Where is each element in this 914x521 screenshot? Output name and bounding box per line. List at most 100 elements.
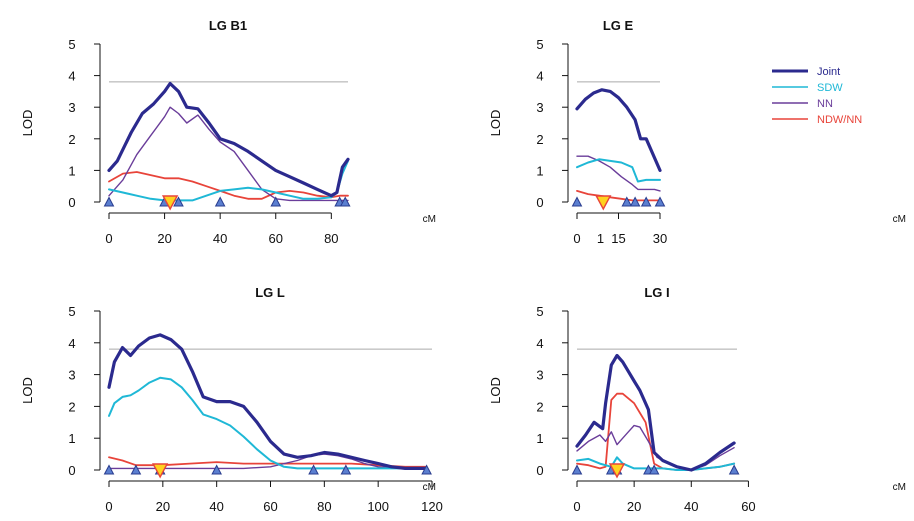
y-tick-label: 4	[68, 69, 75, 84]
y-tick-label: 3	[536, 368, 543, 383]
y-tick-label: 1	[536, 163, 543, 178]
series-line-joint	[575, 353, 736, 472]
y-tick-label: 4	[68, 336, 75, 351]
x-tick-label: 0	[105, 231, 112, 246]
y-tick-label: 3	[68, 100, 75, 115]
x-tick-label: 60	[263, 499, 277, 514]
marker-triangle	[571, 464, 583, 475]
x-tick-label: 120	[421, 499, 443, 514]
legend-label-ndw-nn: NDW/NN	[817, 114, 862, 126]
marker-triangle	[648, 464, 660, 475]
x-tick-label: 40	[684, 499, 698, 514]
marker-triangle	[728, 464, 740, 475]
marker-triangle	[308, 464, 319, 475]
y-tick-label: 0	[68, 463, 75, 478]
y-tick-label: 0	[68, 195, 75, 210]
chart-panel-lg-b1: LG B1 0 1 2 3 4 5 LOD 0 20 40 60 80 cM	[20, 18, 436, 246]
legend-label-joint: Joint	[817, 66, 840, 78]
series-line-nn	[108, 106, 349, 202]
x-tick-label: 20	[156, 499, 170, 514]
x-tick-label: 30	[653, 231, 667, 246]
qtl-peak-marker	[161, 195, 179, 211]
series-line-nn	[576, 155, 661, 192]
y-tick-label: 5	[68, 304, 75, 319]
y-tick-label: 1	[68, 431, 75, 446]
series-line-sdw	[576, 456, 736, 471]
x-tick-label: 20	[157, 231, 171, 246]
marker-triangle	[270, 196, 282, 207]
y-tick-label: 5	[68, 37, 75, 52]
series-line-sdw	[108, 159, 349, 202]
y-tick-label: 4	[536, 69, 543, 84]
y-tick-label: 2	[68, 132, 75, 147]
y-tick-label: 3	[536, 100, 543, 115]
series-line-ndw-nn	[108, 456, 428, 468]
x-axis-unit: cM	[423, 482, 436, 493]
y-axis-label: LOD	[488, 377, 503, 404]
series-line-sdw	[108, 376, 428, 470]
y-tick-label: 0	[536, 195, 543, 210]
y-tick-label: 5	[536, 37, 543, 52]
chart-title: LG I	[644, 285, 669, 300]
marker-triangle	[173, 196, 184, 207]
marker-triangle	[339, 196, 351, 207]
marker-triangle	[211, 464, 222, 475]
legend-label-sdw: SDW	[817, 82, 843, 94]
y-tick-label: 1	[68, 163, 75, 178]
x-axis-unit: cM	[893, 482, 906, 493]
marker-triangle	[621, 196, 633, 207]
x-tick-label: 15	[611, 231, 625, 246]
x-tick-label: 1	[597, 231, 604, 246]
qtl-peak-marker	[595, 195, 612, 211]
y-axis-label: LOD	[488, 110, 503, 137]
y-tick-label: 2	[68, 399, 75, 414]
x-tick-label: 0	[573, 499, 580, 514]
legend-label-nn: NN	[817, 98, 833, 110]
marker-triangle	[103, 464, 115, 475]
qtl-peak-marker	[151, 463, 169, 479]
marker-triangle	[340, 464, 352, 475]
y-tick-label: 2	[536, 399, 543, 414]
x-tick-label: 60	[269, 231, 283, 246]
y-tick-label: 0	[536, 463, 543, 478]
chart-title: LG E	[603, 18, 634, 33]
marker-triangle	[629, 196, 641, 207]
series-line-joint	[107, 81, 350, 198]
series-line-ndw-nn	[576, 189, 661, 202]
x-tick-label: 0	[105, 499, 112, 514]
series-line-joint	[107, 333, 429, 470]
chart-title: LG B1	[209, 18, 247, 33]
y-axis-label: LOD	[20, 377, 35, 404]
marker-triangle	[130, 464, 142, 475]
chart-panel-lg-l: LG L 0 1 2 3 4 5 LOD 0 20 40 60 80 100 120 cM	[20, 285, 443, 514]
chart-panel-lg-i: LG I 0 1 2 3 4 5 LOD 0 20 40 60 cM	[488, 285, 906, 514]
x-tick-label: 40	[209, 499, 223, 514]
marker-triangle	[654, 196, 666, 207]
x-tick-label: 40	[213, 231, 227, 246]
y-tick-label: 1	[536, 431, 543, 446]
y-tick-label: 4	[536, 336, 543, 351]
legend: Joint SDW NN NDW/NN	[772, 66, 862, 126]
x-tick-label: 20	[627, 499, 641, 514]
series-line-joint	[575, 88, 662, 172]
y-tick-label: 5	[536, 304, 543, 319]
marker-triangle	[103, 196, 115, 207]
x-axis-unit: cM	[893, 214, 906, 225]
series-line-ndw-nn	[108, 171, 349, 200]
x-axis-unit: cM	[423, 214, 436, 225]
x-tick-label: 80	[317, 499, 331, 514]
chart-panel-lg-e: LG E 0 1 2 3 4 5 LOD 0 15 30 1 cM	[488, 18, 906, 246]
x-tick-label: 60	[741, 499, 755, 514]
x-tick-label: 80	[324, 231, 338, 246]
qtl-peak-marker	[608, 463, 626, 479]
y-tick-label: 2	[536, 132, 543, 147]
marker-triangle	[640, 196, 652, 207]
y-axis-label: LOD	[20, 110, 35, 137]
x-tick-label: 100	[367, 499, 389, 514]
chart-title: LG L	[255, 285, 285, 300]
x-tick-label: 0	[573, 231, 580, 246]
y-tick-label: 3	[68, 368, 75, 383]
marker-triangle	[421, 464, 432, 475]
series-line-sdw	[576, 158, 661, 183]
